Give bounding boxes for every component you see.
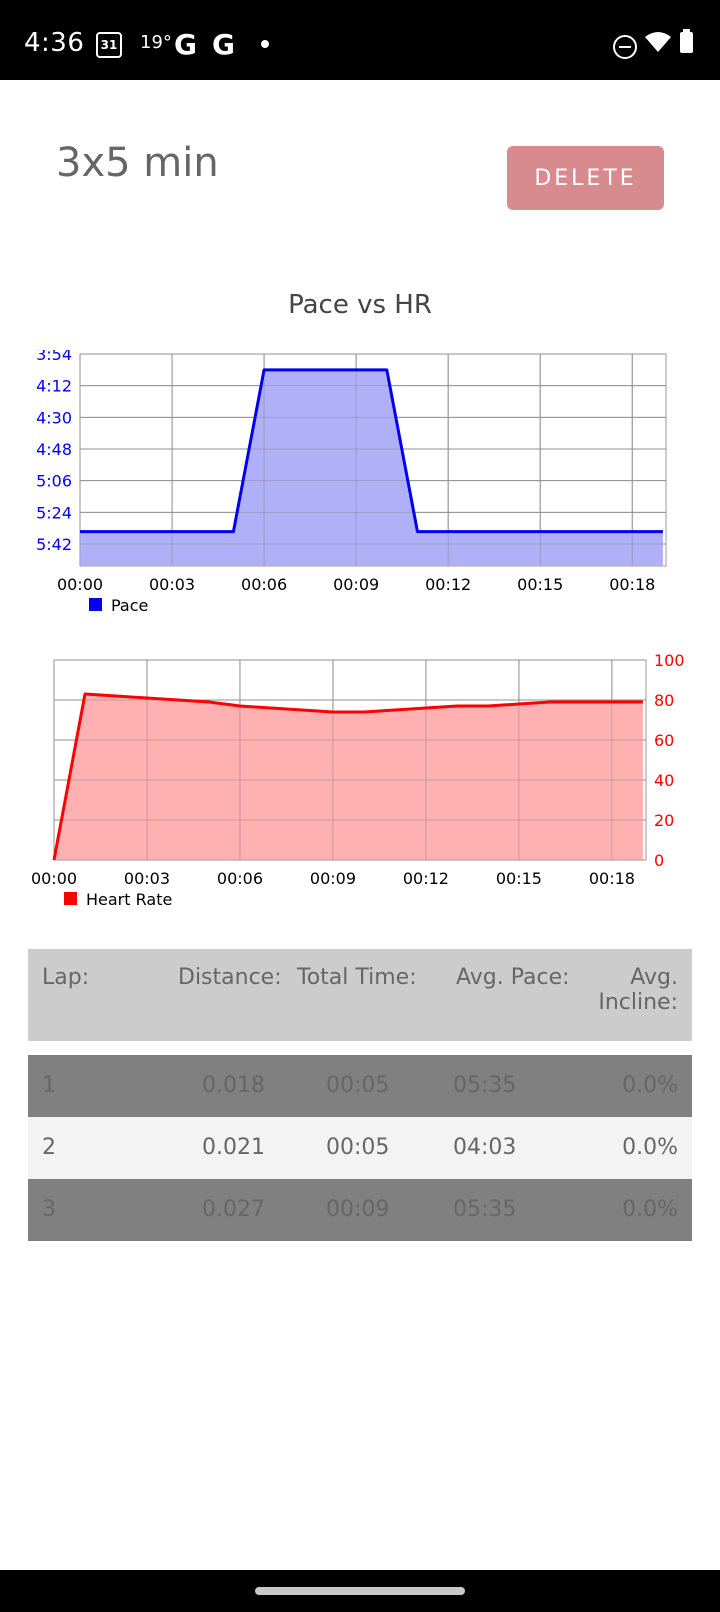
chart-heading: Pace vs HR — [288, 290, 432, 320]
cell-lap: 1 — [42, 1073, 56, 1098]
delete-button[interactable]: DELETE — [507, 146, 664, 210]
legend-label: Pace — [111, 596, 148, 615]
cell-distance: 0.021 — [202, 1135, 265, 1160]
x-tick-label: 00:00 — [31, 869, 77, 888]
legend-swatch — [89, 598, 102, 611]
series-area — [54, 694, 643, 860]
y-tick-label: 3:54 — [36, 350, 72, 364]
x-tick-label: 00:15 — [517, 575, 563, 594]
series-line — [80, 368, 663, 534]
header-avg-pace: Avg. Pace: — [456, 965, 570, 990]
y-tick-label: 4:48 — [36, 440, 72, 459]
y-tick-label: 5:06 — [36, 472, 72, 491]
google-icon: G — [174, 28, 197, 61]
legend-label: Heart Rate — [86, 890, 172, 909]
cell-lap: 2 — [42, 1135, 56, 1160]
y-tick-label: 60 — [654, 731, 674, 750]
y-tick-label: 4:30 — [36, 408, 72, 427]
laps-table-header: Lap: Distance: Total Time: Avg. Pace: Av… — [28, 949, 692, 1041]
navigation-bar — [0, 1570, 720, 1612]
x-tick-label: 00:06 — [241, 575, 287, 594]
x-tick-label: 00:09 — [310, 869, 356, 888]
x-tick-label: 00:12 — [425, 575, 471, 594]
x-tick-label: 00:18 — [589, 869, 635, 888]
table-row[interactable]: 2 0.021 00:05 04:03 0.0% — [28, 1117, 692, 1179]
x-tick-label: 00:00 — [57, 575, 103, 594]
google-icon: G — [212, 28, 235, 61]
wifi-icon — [645, 32, 671, 52]
y-tick-label: 4:12 — [36, 377, 72, 396]
y-tick-label: 0 — [654, 851, 664, 870]
header-distance: Distance: — [178, 965, 282, 990]
pace-chart: 00:00 00:03 00:06 00:09 00:12 00:15 00:18 3:54 4… — [36, 350, 667, 615]
cell-pace: 05:35 — [453, 1197, 517, 1222]
weather-temperature: 19° — [140, 32, 172, 53]
y-tick-label: 100 — [654, 651, 685, 670]
legend-swatch — [64, 892, 77, 905]
y-tick-label: 5:42 — [36, 535, 72, 554]
x-tick-label: 00:09 — [333, 575, 379, 594]
workout-title: 3x5 min — [56, 140, 219, 186]
cell-pace: 04:03 — [453, 1135, 517, 1160]
header-total-time: Total Time: — [297, 965, 417, 990]
cell-time: 00:09 — [326, 1197, 390, 1222]
x-tick-label: 00:06 — [217, 869, 263, 888]
series-area — [80, 369, 663, 566]
cell-time: 00:05 — [326, 1135, 390, 1160]
cell-distance: 0.027 — [202, 1197, 265, 1222]
header-avg-incline: Avg. Incline: — [598, 965, 678, 1015]
cell-time: 00:05 — [326, 1073, 390, 1098]
battery-icon — [680, 29, 693, 53]
y-tick-label: 5:24 — [36, 503, 72, 522]
do-not-disturb-icon — [613, 35, 637, 59]
calendar-icon: 31 — [96, 32, 122, 58]
table-row[interactable]: 1 0.018 00:05 05:35 0.0% — [28, 1055, 692, 1117]
x-tick-label: 00:15 — [496, 869, 542, 888]
x-tick-label: 00:03 — [149, 575, 195, 594]
status-bar: 4:36 31 19° G G — [0, 0, 720, 80]
home-gesture-handle[interactable] — [255, 1587, 465, 1595]
cell-lap: 3 — [42, 1197, 56, 1222]
cell-incline: 0.0% — [622, 1135, 678, 1160]
y-tick-label: 40 — [654, 771, 674, 790]
cell-incline: 0.0% — [622, 1197, 678, 1222]
cell-distance: 0.018 — [202, 1073, 265, 1098]
series-line — [52, 692, 643, 861]
heart-rate-chart: 00:00 00:03 00:06 00:09 00:12 00:15 00:18 0 20 40… — [31, 651, 685, 909]
table-row[interactable]: 3 0.027 00:09 05:35 0.0% — [28, 1179, 692, 1241]
x-tick-label: 00:18 — [609, 575, 655, 594]
cell-incline: 0.0% — [622, 1073, 678, 1098]
x-tick-label: 00:12 — [403, 869, 449, 888]
y-tick-label: 80 — [654, 691, 674, 710]
clock: 4:36 — [24, 28, 85, 58]
notification-dot-icon — [261, 40, 269, 48]
cell-pace: 05:35 — [453, 1073, 517, 1098]
x-tick-label: 00:03 — [124, 869, 170, 888]
y-tick-label: 20 — [654, 811, 674, 830]
header-lap: Lap: — [42, 965, 90, 990]
